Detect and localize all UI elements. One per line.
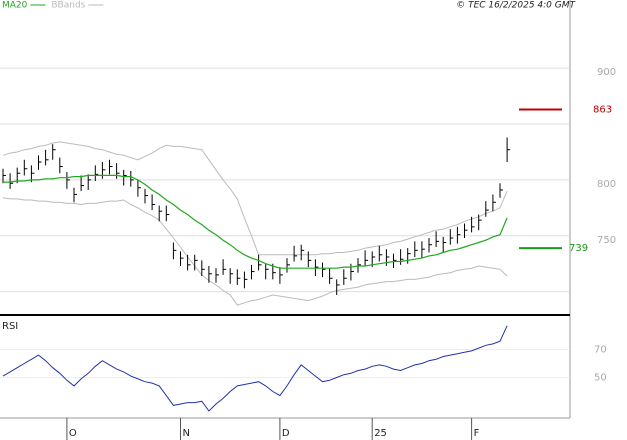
- x-tick-label: 25: [374, 428, 387, 439]
- x-tick-label: D: [282, 428, 290, 439]
- level-label: 739: [569, 243, 588, 254]
- x-tick-label: O: [69, 428, 77, 439]
- y-tick-label: 800: [597, 179, 616, 190]
- ma-line: [3, 174, 508, 269]
- legend-label: BBands: [51, 1, 85, 11]
- y-tick-label: 900: [597, 67, 616, 78]
- copyright: © TEC 16/2/2025 4:0 GMT: [456, 1, 576, 11]
- y-tick-label: 70: [594, 345, 607, 356]
- y-tick-label: 50: [594, 372, 607, 383]
- level-label: 863: [593, 105, 612, 116]
- y-tick-label: 750: [597, 235, 616, 246]
- rsi-label: RSI: [2, 321, 18, 332]
- x-tick-label: N: [183, 428, 190, 439]
- x-tick-label: F: [474, 428, 480, 439]
- bband-upper: [2, 141, 508, 256]
- rsi-line: [2, 325, 508, 412]
- legend-label: MA20: [2, 1, 28, 11]
- bband-lower: [2, 197, 508, 306]
